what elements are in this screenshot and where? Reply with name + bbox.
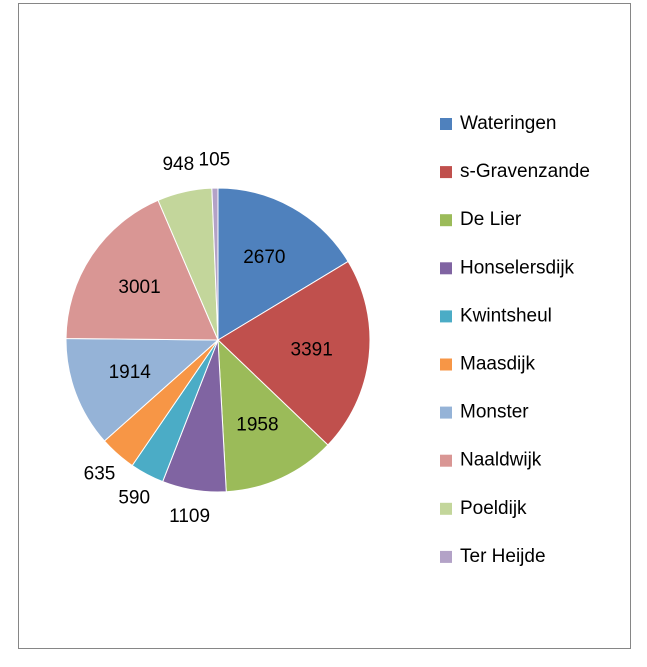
pie-slice bbox=[217, 187, 349, 341]
data-label: 1958 bbox=[236, 415, 278, 436]
legend-swatch bbox=[440, 166, 452, 179]
legend-label: De Lier bbox=[460, 209, 522, 230]
data-label: 1914 bbox=[109, 362, 152, 383]
legend-swatch bbox=[440, 502, 452, 515]
legend-label: Wateringen bbox=[460, 113, 556, 134]
legend-label: Honselersdijk bbox=[460, 257, 575, 278]
pie-slice bbox=[65, 199, 219, 341]
pie-slice bbox=[211, 187, 219, 341]
legend-label: Kwintsheul bbox=[460, 305, 552, 326]
legend-swatch bbox=[440, 262, 452, 275]
legend-label: Poeldijk bbox=[460, 498, 527, 519]
data-label: 590 bbox=[118, 488, 150, 509]
legend-swatch bbox=[440, 118, 452, 130]
data-label: 3001 bbox=[118, 277, 160, 298]
legend-label: Ter Heijde bbox=[460, 546, 546, 567]
legend-swatch bbox=[440, 310, 452, 323]
legend-swatch bbox=[440, 406, 452, 419]
data-label: 948 bbox=[162, 154, 194, 175]
data-label: 1109 bbox=[169, 506, 210, 527]
legend-label: Naaldwijk bbox=[460, 450, 542, 471]
legend-label: Monster bbox=[460, 402, 529, 423]
legend-swatch bbox=[440, 550, 452, 563]
data-label: 2670 bbox=[243, 247, 285, 268]
pie-slice bbox=[217, 338, 329, 493]
legend-label: Maasdijk bbox=[460, 354, 535, 375]
data-label: 635 bbox=[84, 464, 116, 485]
pie-slice bbox=[65, 337, 220, 442]
legend-label: s-Gravenzande bbox=[460, 161, 590, 182]
legend-swatch bbox=[440, 214, 452, 227]
legend-swatch bbox=[440, 358, 452, 371]
pie-slice bbox=[217, 260, 371, 446]
data-label: 105 bbox=[199, 150, 231, 171]
data-label: 3391 bbox=[291, 339, 333, 360]
legend-swatch bbox=[440, 454, 452, 467]
